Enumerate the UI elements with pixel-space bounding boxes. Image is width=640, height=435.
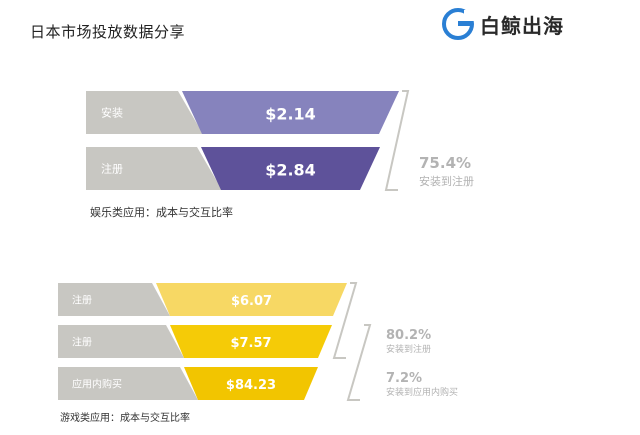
value-label: $2.84 [265,161,316,180]
funnel-bar [182,91,399,134]
value-label: $6.07 [231,294,272,309]
conversion-rate: 7.2% [386,371,422,386]
chart-caption: 娱乐类应用：成本与交互比率 [90,205,233,219]
funnel-bar [170,325,332,358]
funnel-bar [156,283,347,316]
conversion-bracket [346,324,372,401]
chart-caption: 游戏类应用：成本与交互比率 [60,411,190,424]
category-label: 安装 [101,106,123,120]
category-tab [86,147,222,190]
page-title: 日本市场投放数据分享 [30,23,186,41]
brand-logo: 白鲸出海 [442,6,564,42]
funnel-bar [201,147,380,190]
category-tab [86,91,203,134]
conversion-label: 安装到注册 [386,343,431,355]
category-tab [58,325,184,358]
value-label: $7.57 [230,336,271,351]
conversion-label: 安装到应用内购买 [386,386,458,398]
conversion-bracket [384,90,410,191]
conversion-rate: 75.4% [419,154,471,172]
category-label: 注册 [72,336,92,349]
category-label: 注册 [101,162,123,176]
conversion-rate: 80.2% [386,328,431,343]
conversion-label: 安装到注册 [419,174,474,188]
category-tab [58,367,198,400]
category-label: 注册 [72,294,92,307]
value-label: $84.23 [226,378,276,393]
category-label: 应用内购买 [72,378,122,391]
brand-name: 白鲸出海 [480,13,564,38]
whale-logo-icon [442,8,474,40]
funnel-bar [184,367,318,400]
category-tab [58,283,170,316]
value-label: $2.14 [265,105,316,124]
conversion-bracket [332,282,358,359]
